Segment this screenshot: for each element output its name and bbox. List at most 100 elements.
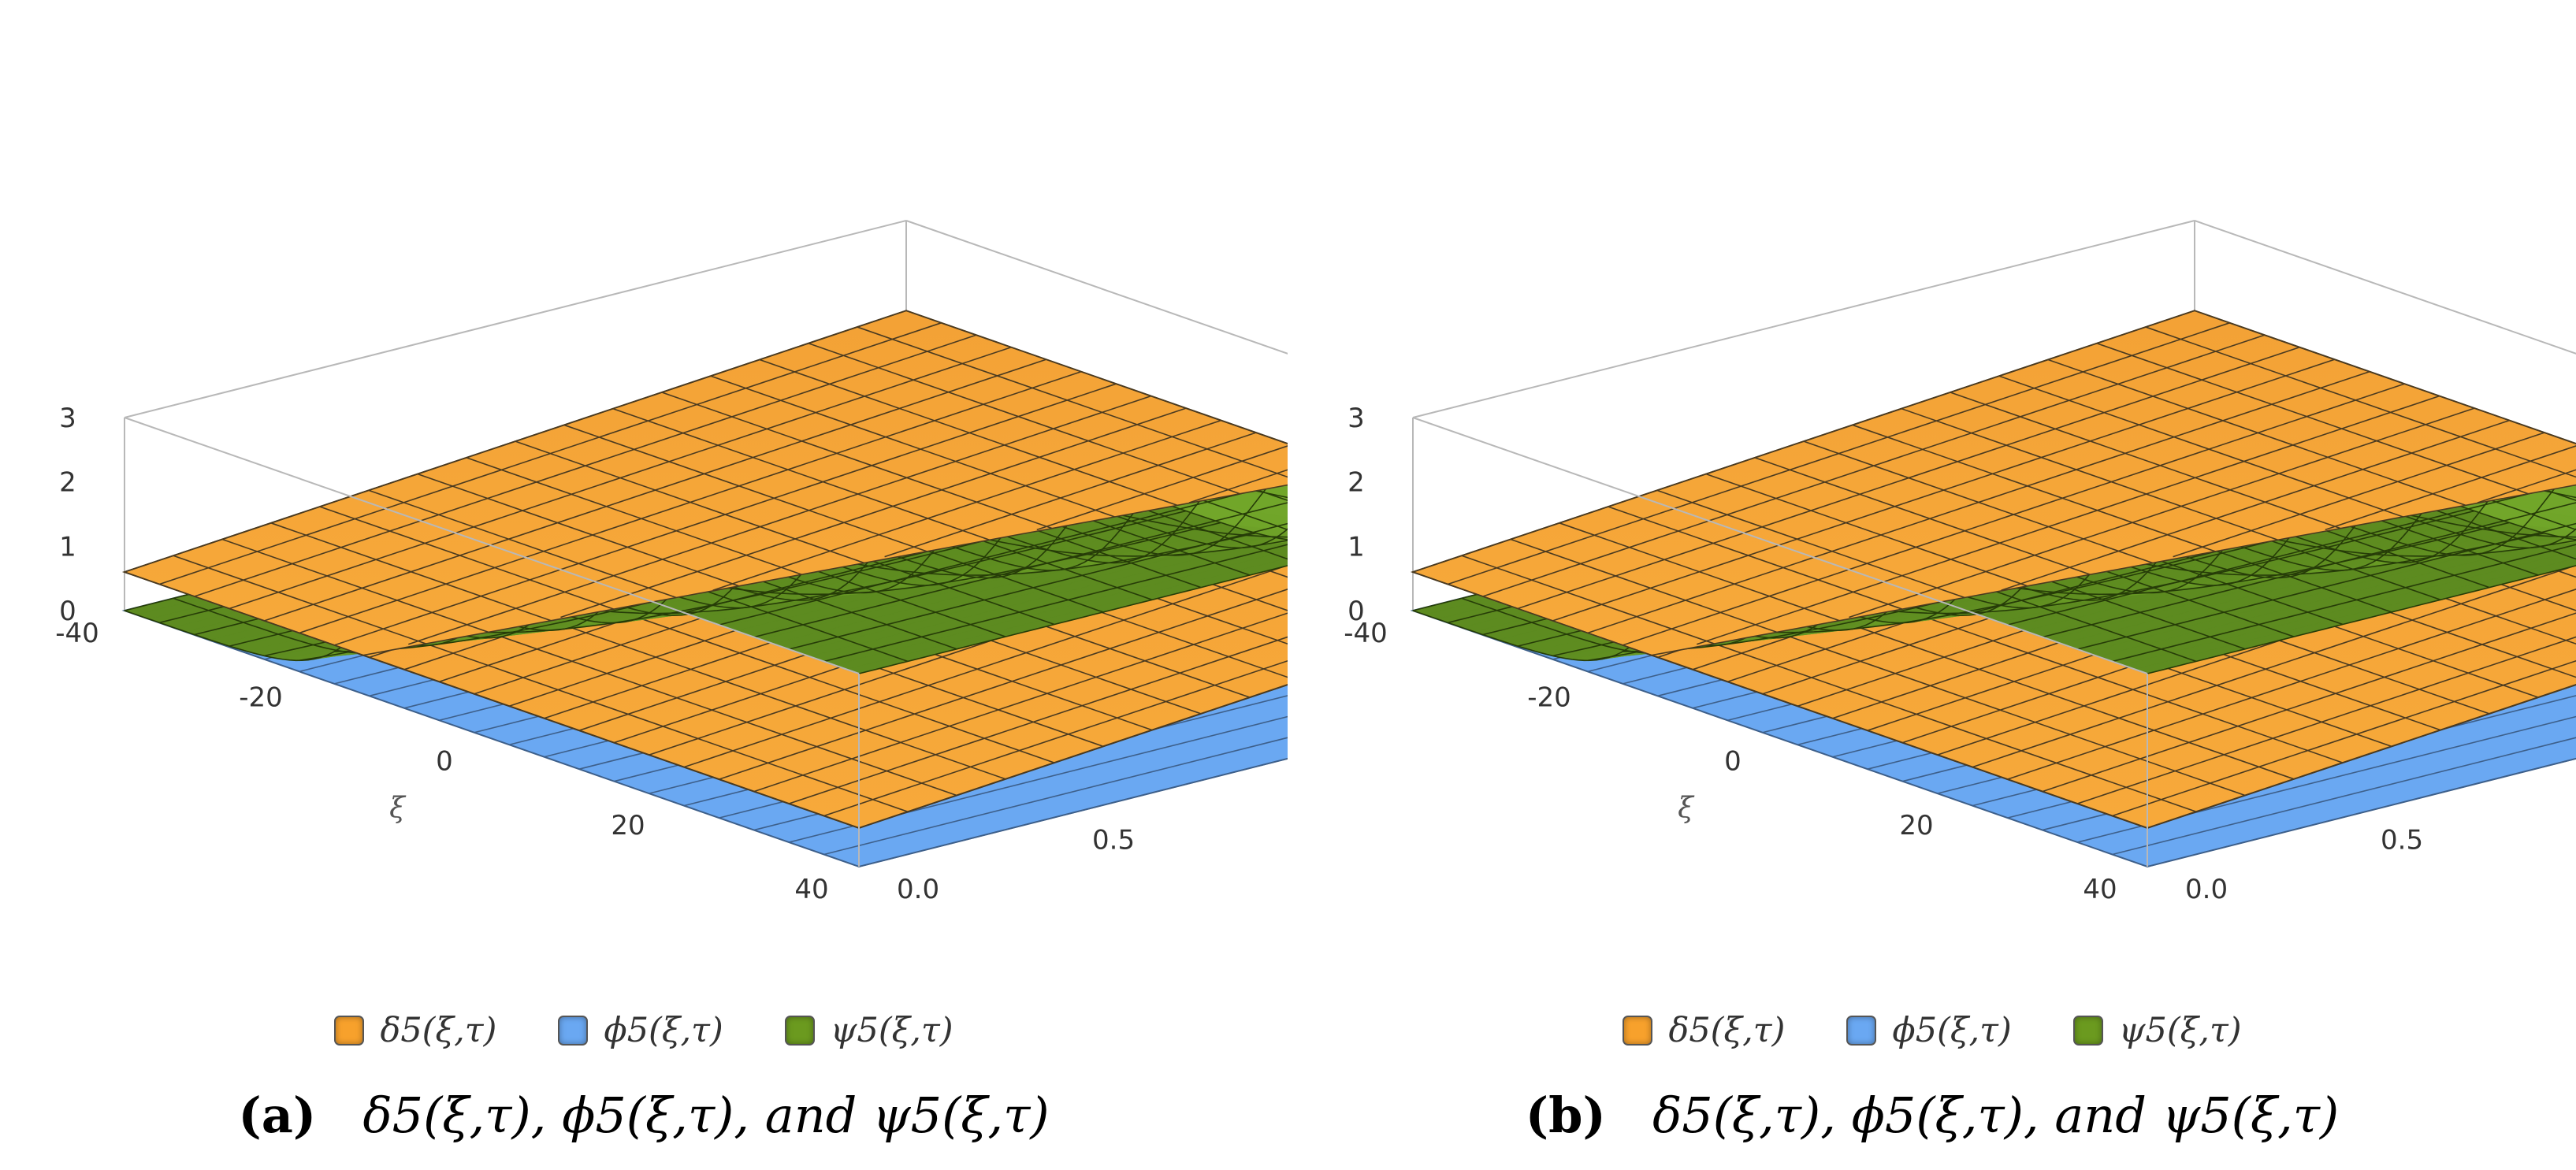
- delta-grid-line: [1559, 522, 1840, 622]
- delta-grid-line: [173, 555, 426, 644]
- legend-label-psi: ψ5(ξ,τ): [2118, 1011, 2242, 1050]
- legend-item-delta: δ5(ξ,τ): [1623, 1011, 1785, 1050]
- legend-swatch-psi: [784, 1016, 815, 1046]
- legend-label-delta: δ5(ξ,τ): [1668, 1011, 1786, 1050]
- xi-tick-label: -40: [1344, 618, 1388, 649]
- xi-axis-label: ξ: [1678, 793, 1695, 825]
- phi-grid-line: [823, 737, 1288, 856]
- delta-front-overlap: [122, 310, 1288, 656]
- delta-grid-line: [270, 522, 552, 622]
- delta-grid-line: [661, 392, 1053, 529]
- delta-grid-line: [2173, 432, 2545, 558]
- delta-grid-line: [2325, 445, 2576, 531]
- xi-axis-label: ξ: [389, 793, 407, 825]
- delta-grid-line: [759, 358, 1178, 507]
- legend-label-psi: ψ5(ξ,τ): [830, 1011, 953, 1050]
- delta-grid-line: [2194, 310, 2576, 444]
- xi-tick-label: -40: [55, 618, 99, 649]
- xi-tick-label: 20: [1899, 810, 1933, 841]
- delta-grid-line: [417, 473, 740, 587]
- delta-grid-line: [1188, 469, 1288, 503]
- z-tick-label: 2: [59, 467, 76, 499]
- legend-a: δ5(ξ,τ) ϕ5(ξ,τ) ψ5(ξ,τ): [0, 999, 1288, 1062]
- delta-grid-line: [408, 395, 1151, 645]
- delta-grid-line: [1036, 445, 1288, 531]
- delta-grid-line: [563, 424, 927, 552]
- legend-swatch-phi: [1846, 1016, 1877, 1046]
- z-tick-label: 3: [59, 403, 76, 434]
- legend-item-phi: ϕ5(ξ,τ): [558, 1011, 723, 1050]
- tau-tick-label: 0.5: [2381, 825, 2423, 856]
- legend-swatch-delta: [334, 1016, 365, 1046]
- box-edge-top-left: [124, 220, 907, 418]
- box-edge-top-back: [2194, 220, 2576, 355]
- delta-grid-line: [1705, 473, 2028, 587]
- legend-swatch-psi: [2072, 1016, 2103, 1046]
- legend-b: δ5(ξ,τ) ϕ5(ξ,τ) ψ5(ξ,τ): [1288, 999, 2576, 1062]
- legend-swatch-delta: [1623, 1016, 1653, 1046]
- delta-grid-line: [905, 310, 1288, 444]
- caption-tag-a: (a): [238, 1086, 317, 1144]
- caption-tag-b: (b): [1525, 1086, 1606, 1144]
- tau-tick-label: 0.5: [1092, 825, 1135, 856]
- legend-label-phi: ϕ5(ξ,τ): [604, 1011, 723, 1050]
- delta-grid-line: [808, 343, 1240, 495]
- legend-item-phi: ϕ5(ξ,τ): [1846, 1011, 2012, 1050]
- delta-grid-line: [857, 326, 1288, 478]
- xi-tick-label: 40: [2083, 874, 2117, 905]
- delta-front-overlap: [1411, 310, 2576, 656]
- caption-a: (a) δ5(ξ,τ), ϕ5(ξ,τ), and ψ5(ξ,τ): [0, 1076, 1288, 1155]
- xi-tick-label: 40: [794, 874, 828, 905]
- delta-grid-line: [1608, 506, 1903, 610]
- delta-grid-line: [1656, 489, 1965, 599]
- delta-grid-line: [884, 432, 1257, 558]
- legend-item-psi: ψ5(ξ,τ): [2072, 1011, 2242, 1050]
- legend-label-phi: ϕ5(ξ,τ): [1892, 1011, 2012, 1050]
- delta-grid-line: [1950, 392, 2341, 529]
- z-tick-label: 0: [59, 596, 76, 627]
- legend-item-delta: δ5(ξ,τ): [334, 1011, 496, 1050]
- z-tick-label: 1: [1347, 531, 1365, 563]
- tau-tick-label: 0.0: [2185, 874, 2228, 905]
- phi-grid-line: [858, 758, 1288, 867]
- delta-grid-line: [2145, 326, 2576, 478]
- z-tick-label: 1: [59, 531, 76, 563]
- delta-grid-line: [710, 375, 1115, 518]
- delta-grid-line: [221, 538, 489, 633]
- delta-grid-line: [612, 407, 990, 541]
- delta-grid-line: [1852, 424, 2216, 552]
- xi-tick-label: 0: [1724, 746, 1741, 778]
- delta-plane-front-left: [1411, 310, 2576, 656]
- phi-grid-line: [2077, 715, 2576, 843]
- delta-grid-line: [560, 407, 1187, 618]
- box-edge-top-left: [1412, 220, 2195, 418]
- delta-plane-front-left: [122, 310, 1288, 656]
- delta-grid-line: [2096, 343, 2529, 495]
- phi-grid-line: [2112, 737, 2576, 856]
- box-edge-top-front: [1412, 417, 2148, 674]
- xi-tick-label: -20: [239, 682, 283, 713]
- z-tick-label: 2: [1347, 467, 1365, 499]
- phi-grid-line: [2147, 758, 2576, 867]
- delta-grid-line: [2001, 419, 2510, 591]
- delta-grid-line: [1803, 440, 2153, 564]
- delta-grid-line: [1461, 555, 1715, 644]
- delta-grid-line: [1998, 375, 2403, 518]
- legend-swatch-phi: [558, 1016, 589, 1046]
- legend-label-delta: δ5(ξ,τ): [380, 1011, 497, 1050]
- z-tick-label: 0: [1347, 596, 1365, 627]
- tau-tick-label: 0.0: [897, 874, 939, 905]
- phi-grid-line: [789, 715, 1288, 843]
- delta-grid-line: [2477, 469, 2576, 503]
- z-tick-label: 3: [1347, 403, 1365, 434]
- delta-grid-line: [319, 506, 615, 610]
- delta-grid-line: [2047, 358, 2466, 507]
- delta-grid-line: [1754, 457, 2091, 575]
- delta-grid-line: [712, 419, 1221, 591]
- xi-tick-label: 0: [436, 746, 453, 778]
- delta-grid-line: [515, 440, 864, 564]
